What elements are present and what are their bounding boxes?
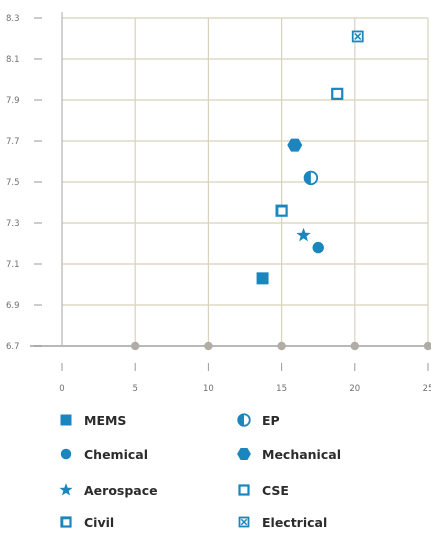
data-point-mechanical <box>287 138 303 152</box>
legend-item-ep: EP <box>234 410 280 430</box>
legend-marker-cse <box>238 484 250 496</box>
x-tick-label-15: 15 <box>276 384 287 394</box>
legend-item-cse: CSE <box>234 480 289 500</box>
legend-item-mechanical: Mechanical <box>234 444 341 464</box>
x-tick-label-25: 25 <box>423 384 431 394</box>
data-point-cse <box>331 87 344 100</box>
x-tick-label-0: 0 <box>59 384 64 394</box>
legend-item-electrical: Electrical <box>234 512 327 532</box>
legend-swatch-aerospace <box>56 480 76 500</box>
legend-label-cse: CSE <box>262 482 289 498</box>
data-point-mems <box>256 272 269 285</box>
legend-item-mems: MEMS <box>56 410 126 430</box>
legend-label-ep: EP <box>262 412 280 428</box>
legend-label-electrical: Electrical <box>262 514 328 530</box>
legend-marker-ep <box>237 413 251 427</box>
data-point-chemical <box>312 241 324 254</box>
data-point-electrical <box>351 30 364 43</box>
y-tick-label-7-5: 7.5 <box>6 178 20 188</box>
x-tick-label-20: 20 <box>349 384 360 394</box>
y-tick-label-7-1: 7.1 <box>6 260 20 270</box>
legend-swatch-ep <box>234 410 254 430</box>
legend-item-civil: Civil <box>56 512 114 532</box>
y-tick-label-8-3: 8.3 <box>6 14 20 24</box>
data-point-civil <box>275 204 288 217</box>
x-axis-dot-10 <box>204 341 213 351</box>
legend-label-civil: Civil <box>84 514 115 530</box>
x-axis-dot-15 <box>277 341 286 351</box>
x-axis-dot-25 <box>423 341 431 351</box>
legend-swatch-cse <box>234 480 254 500</box>
x-axis-dot-5 <box>131 341 140 351</box>
y-tick-label-7-7: 7.7 <box>6 137 20 147</box>
legend-label-mems: MEMS <box>84 412 127 428</box>
legend-marker-chemical <box>60 448 72 460</box>
legend-marker-mechanical <box>237 448 251 460</box>
legend-label-aerospace: Aerospace <box>84 482 158 498</box>
legend-swatch-electrical <box>234 512 254 532</box>
legend-swatch-chemical <box>56 444 76 464</box>
y-tick-label-6-7: 6.7 <box>6 342 20 352</box>
y-tick-label-8-1: 8.1 <box>6 55 20 65</box>
chart-legend: MEMS EP Chemical Mechanical Aerospace CS… <box>56 404 416 532</box>
scatter-chart: 6.7 6.9 7.1 7.3 7.5 7.7 7.9 8.1 8.3 0 5 10 15 20 25 <box>6 12 431 394</box>
x-tick-label-10: 10 <box>203 384 214 394</box>
legend-marker-aerospace <box>59 483 73 496</box>
legend-label-chemical: Chemical <box>84 446 148 462</box>
legend-item-aerospace: Aerospace <box>56 480 158 500</box>
y-tick-label-7-9: 7.9 <box>6 96 20 106</box>
x-tick-label-5: 5 <box>132 384 137 394</box>
legend-swatch-civil <box>56 512 76 532</box>
legend-label-mechanical: Mechanical <box>262 446 341 462</box>
data-point-ep <box>303 170 319 186</box>
legend-swatch-mechanical <box>234 444 254 464</box>
legend-marker-electrical <box>238 516 250 528</box>
data-point-aerospace <box>296 227 311 242</box>
x-axis-dot-20 <box>350 341 359 351</box>
legend-marker-mems <box>60 414 72 426</box>
legend-swatch-mems <box>56 410 76 430</box>
legend-marker-civil <box>60 516 72 528</box>
y-tick-label-7-3: 7.3 <box>6 219 20 229</box>
legend-item-chemical: Chemical <box>56 444 148 464</box>
y-tick-label-6-9: 6.9 <box>6 301 20 311</box>
